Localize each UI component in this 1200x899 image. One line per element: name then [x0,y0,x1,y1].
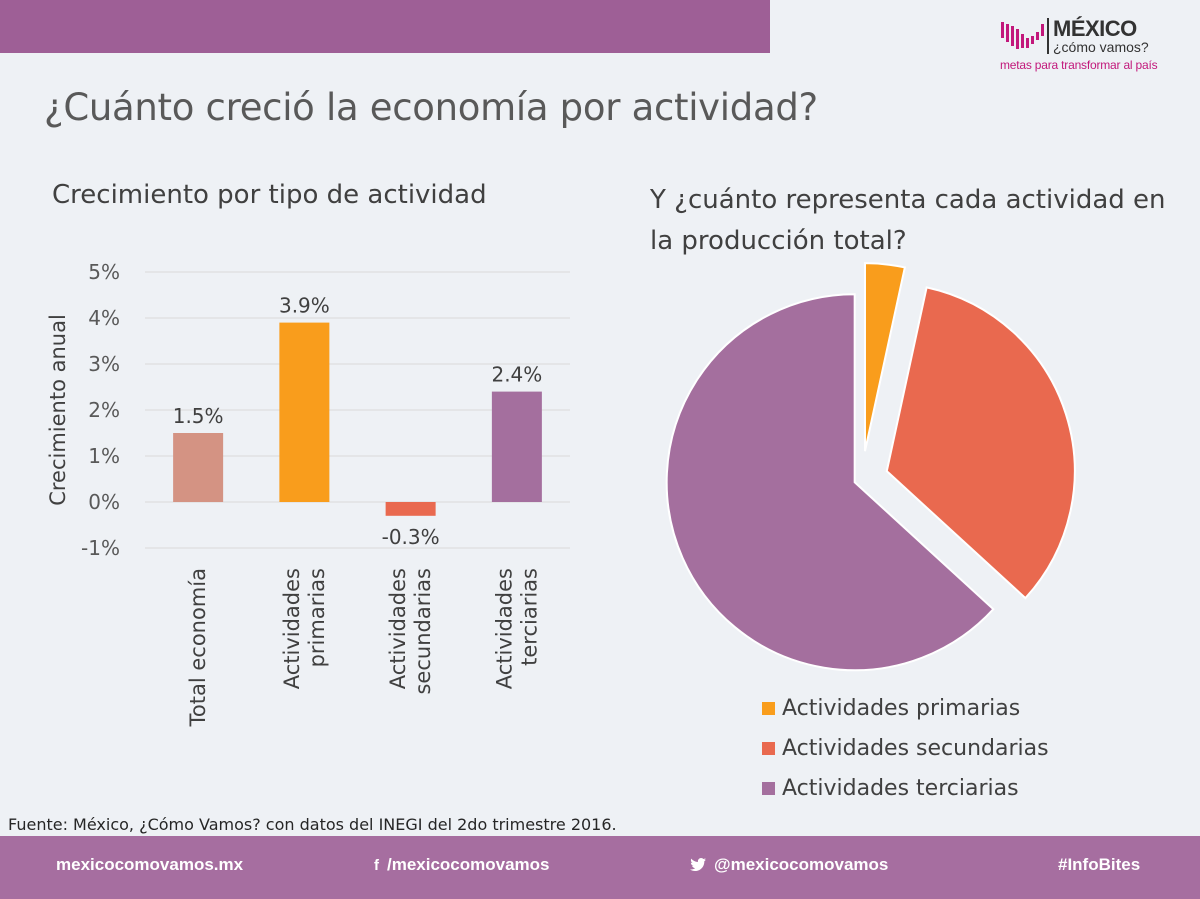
page-title: ¿Cuánto creció la economía por actividad… [44,86,818,129]
x-tick-label-line: secundarias [411,568,435,695]
y-axis-label: Crecimiento anual [46,314,70,506]
legend-item-primarias: Actividades primarias [762,688,1049,728]
facebook-icon: f [374,857,379,874]
bar [385,502,436,516]
legend-label: Actividades secundarias [782,735,1049,761]
legend-swatch [762,781,775,795]
bar-chart: -1% 0% 1% 2% 3% 4% 5% Crecimiento anual 1.5% Tota… [46,260,570,727]
logo: MÉXICO ¿cómo vamos? metas para transform… [1000,14,1190,78]
bar [491,391,542,502]
bar [279,322,330,502]
x-tick-label-line: Total economía [186,568,210,727]
y-tick-label: -1% [81,536,120,560]
x-tick-label: Actividadesprimarias [280,568,329,689]
data-label: 1.5% [173,404,224,428]
data-label: 2.4% [491,363,542,387]
legend-swatch [762,741,775,755]
pie-slice [665,293,995,672]
pie-legend: Actividades primarias Actividades secund… [762,688,1049,808]
pie-slice [863,262,907,452]
y-tick-label: 0% [88,490,120,514]
data-label: -0.3% [382,525,440,549]
y-tick-label: 1% [88,444,120,468]
pie-slice [885,286,1076,600]
footer-hashtag: #InfoBites [1058,855,1141,874]
legend-item-terciarias: Actividades terciarias [762,768,1049,808]
legend-swatch [762,701,775,715]
footer-facebook-label: /mexicocomovamos [387,855,550,874]
logo-subtitle: ¿cómo vamos? [1053,39,1149,55]
x-tick-label-line: Actividades [492,568,516,689]
bar-chart-title: Crecimiento por tipo de actividad [52,180,487,210]
logo-bars-icon [1001,22,1044,49]
x-tick-label-line: terciarias [517,568,541,666]
footer-website-link[interactable]: mexicocomovamos.mx [56,855,244,874]
legend-label: Actividades primarias [782,695,1021,721]
x-tick-label-line: primarias [305,568,329,667]
x-tick-label-line: Actividades [386,568,410,689]
logo-title: MÉXICO [1053,16,1137,41]
footer-twitter-link[interactable]: @mexicocomovamos [690,855,888,875]
y-tick-label: 2% [88,398,120,422]
x-tick-label-line: Actividades [280,568,304,689]
logo-tagline: metas para transformar al país [1000,58,1158,72]
y-tick-label: 4% [88,306,120,330]
header-bar [0,0,770,53]
x-tick-label: Actividadessecundarias [386,568,435,695]
twitter-icon [690,858,706,871]
legend-label: Actividades terciarias [782,775,1019,801]
pie-chart [665,262,1076,672]
source-note: Fuente: México, ¿Cómo Vamos? con datos d… [8,815,617,834]
pie-chart-title: Y ¿cuánto representa cada actividad en l… [650,185,1166,256]
footer-bar: mexicocomovamos.mx f/mexicocomovamos @me… [0,836,1200,899]
y-tick-label: 3% [88,352,120,376]
footer-facebook-link[interactable]: f/mexicocomovamos [374,855,550,875]
x-tick-label: Actividadesterciarias [492,568,541,689]
y-tick-label: 5% [88,260,120,284]
x-tick-label: Total economía [186,568,210,727]
footer-twitter-label: @mexicocomovamos [714,855,889,874]
legend-item-secundarias: Actividades secundarias [762,728,1049,768]
data-label: 3.9% [279,294,330,318]
logo-separator [1047,18,1049,54]
bar [173,433,224,502]
